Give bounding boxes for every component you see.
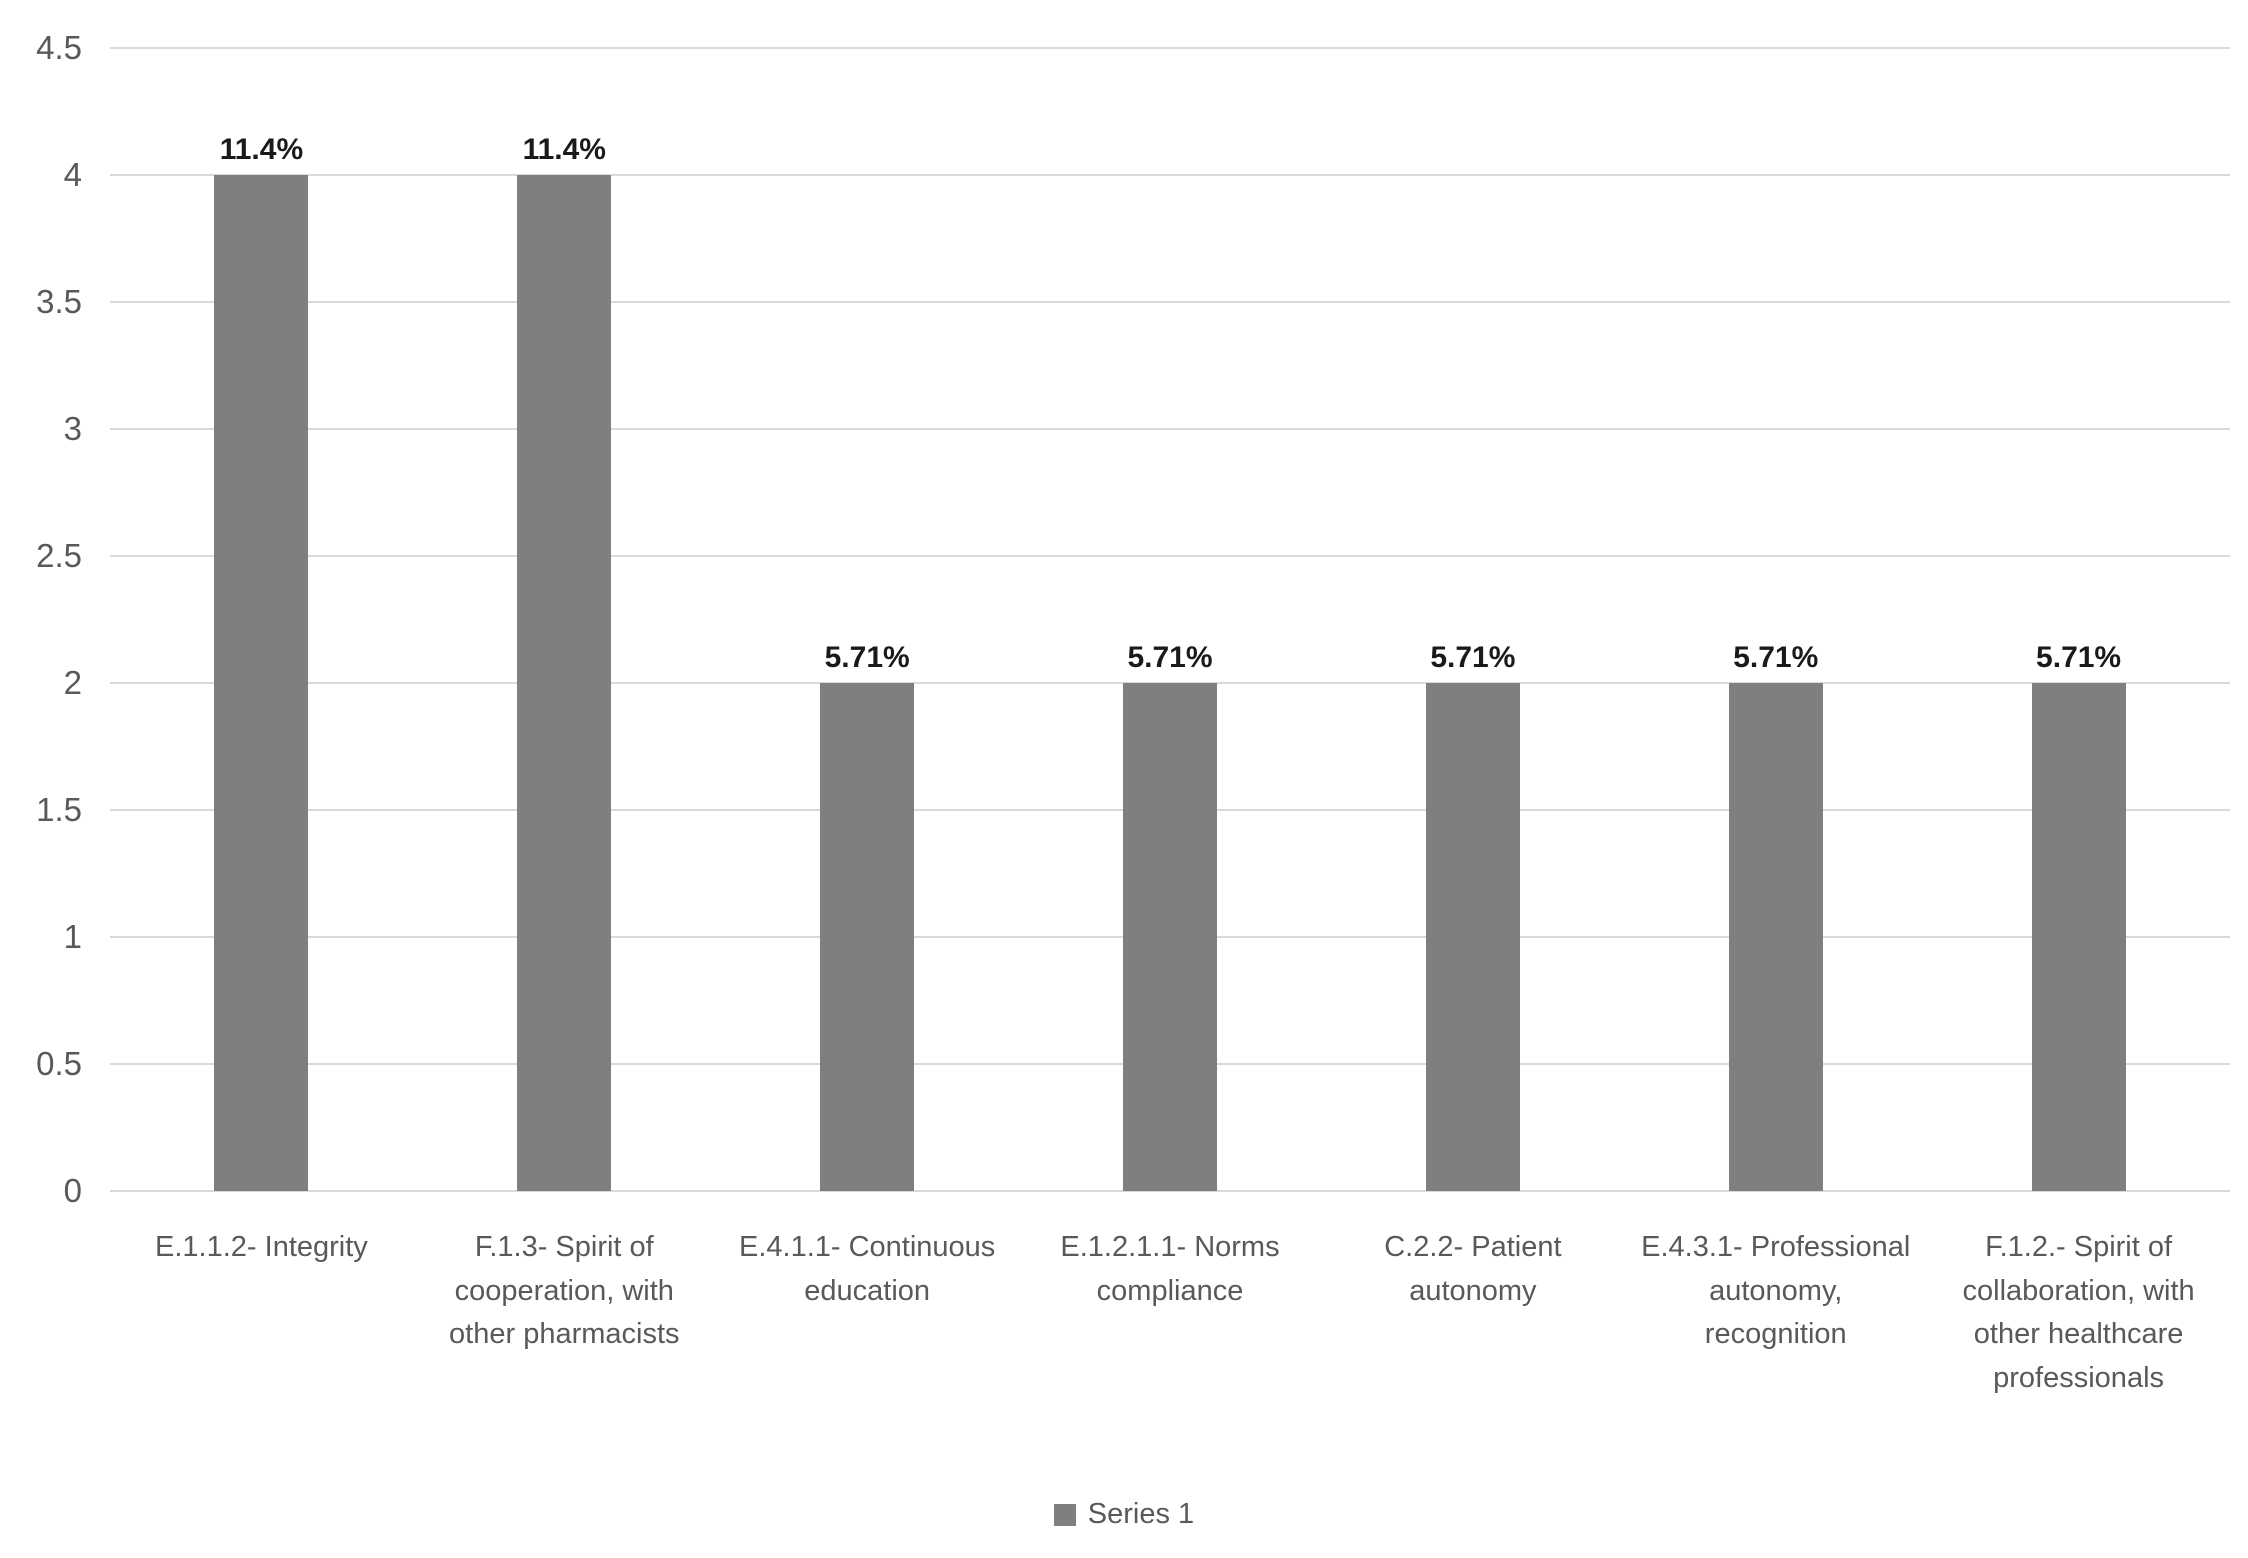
gridline-4	[110, 174, 2230, 176]
gridline-4.5	[110, 47, 2230, 49]
y-axis: 0 0.5 1 1.5 2 2.5 3 3.5 4 4.5	[0, 31, 82, 1207]
bar	[2031, 683, 2126, 1191]
plot-area: 11.4% 11.4% 5.71% 5.71% 5.71% 5.71% 5.71%	[110, 47, 2230, 1192]
x-axis-labels: E.1.1.2- Integrity F.1.3- Spirit of coope…	[110, 1226, 2230, 1400]
bar-data-label: 11.4%	[522, 133, 606, 166]
x-category-label: F.1.2.- Spirit of collaboration, with ot…	[1962, 1231, 2195, 1394]
y-tick-label: 2.5	[36, 537, 82, 574]
x-category-label: F.1.3- Spirit of cooperation, with other…	[449, 1231, 680, 1350]
y-tick-label: 3.5	[36, 283, 82, 320]
gridline-3	[110, 428, 2230, 430]
legend-label: Series 1	[1087, 1498, 1195, 1530]
bar-column: 5.71%	[1019, 48, 1322, 1191]
bar	[1123, 683, 1217, 1191]
x-category-label: E.1.2.1.1- Norms compliance	[1060, 1231, 1280, 1307]
y-tick-label: 1.5	[36, 791, 82, 828]
bar-data-label: 5.71%	[2036, 641, 2122, 674]
y-tick-label: 1	[63, 918, 82, 955]
y-tick-label: 4	[63, 156, 82, 193]
bars-layer: 11.4% 11.4% 5.71% 5.71% 5.71% 5.71% 5.71%	[110, 48, 2230, 1191]
y-tick-label: 0	[63, 1172, 82, 1209]
bar	[517, 175, 612, 1191]
bar	[820, 683, 915, 1191]
bar	[214, 175, 309, 1191]
bar-column: 5.71%	[1321, 48, 1624, 1191]
legend: Series 1	[0, 1498, 2248, 1531]
y-tick-label: 0.5	[36, 1045, 82, 1082]
bar-column: 5.71%	[716, 48, 1019, 1191]
y-tick-label: 2	[63, 664, 82, 701]
y-tick-label: 3	[63, 410, 82, 447]
y-tick-label: 4.5	[36, 29, 82, 66]
x-category-label: E.4.3.1- Professional autonomy, recognit…	[1641, 1231, 1911, 1350]
x-category-label: E.1.1.2- Integrity	[155, 1231, 368, 1263]
x-category-label: C.2.2- Patient autonomy	[1384, 1231, 1562, 1307]
bar	[1728, 683, 1823, 1191]
bar-column: 5.71%	[1927, 48, 2230, 1191]
bar-data-label: 5.71%	[824, 641, 910, 674]
bar-data-label: 11.4%	[219, 133, 304, 166]
gridline-0	[110, 1190, 2230, 1192]
bar	[1425, 683, 1520, 1191]
bar-data-label: 5.71%	[1127, 641, 1213, 674]
bar-column: 11.4%	[413, 48, 716, 1191]
gridline-2.5	[110, 555, 2230, 557]
legend-swatch-icon	[1053, 1503, 1076, 1526]
gridline-3.5	[110, 301, 2230, 303]
bar-column: 5.71%	[1624, 48, 1927, 1191]
bar-data-label: 5.71%	[1430, 641, 1516, 674]
bar-column: 11.4%	[110, 48, 413, 1191]
x-category-label: E.4.1.1- Continuous education	[738, 1231, 996, 1307]
bar-data-label: 5.71%	[1733, 641, 1819, 674]
